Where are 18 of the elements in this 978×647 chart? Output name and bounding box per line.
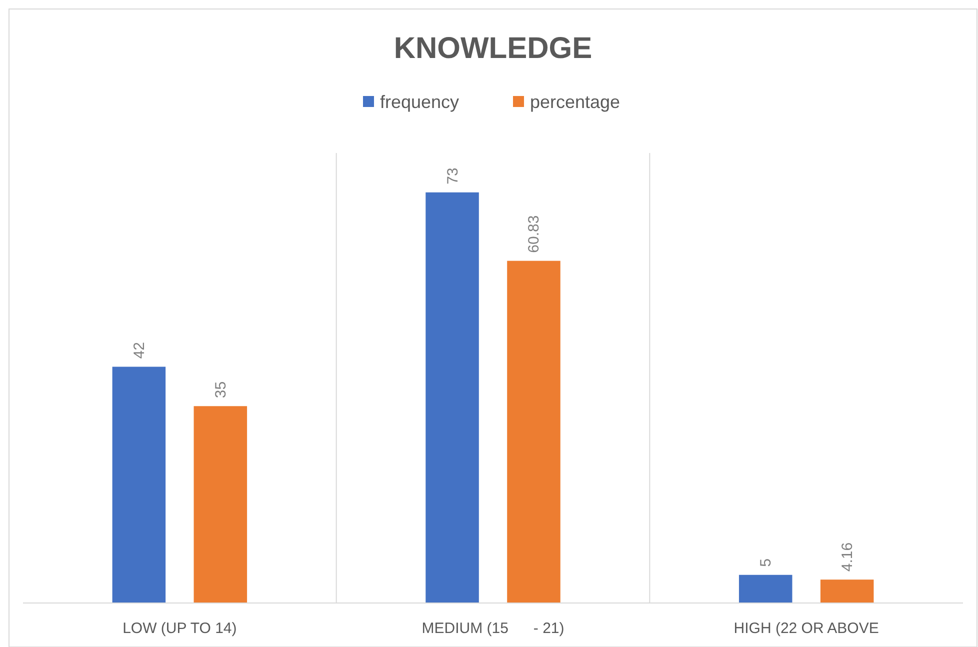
bar [820, 580, 874, 603]
x-tick-label: HIGH (22 OR ABOVE [734, 620, 879, 637]
bar [426, 192, 479, 603]
legend-label: percentage [530, 92, 620, 112]
data-label: 42 [130, 342, 148, 359]
data-label: 73 [444, 168, 462, 184]
x-tick-label: LOW (UP TO 14) [122, 620, 237, 637]
data-label: 35 [212, 381, 230, 398]
bar [507, 260, 560, 603]
bar [194, 406, 248, 603]
bar [112, 366, 166, 603]
legend-label: frequency [380, 92, 460, 112]
data-label: 5 [758, 558, 775, 567]
chart-title: KNOWLEDGE [394, 32, 592, 65]
bar [738, 574, 792, 603]
data-label: 4.16 [839, 542, 856, 572]
x-tick-label: MEDIUM (15 - 21) [422, 620, 564, 637]
data-label: 60.83 [526, 215, 543, 253]
